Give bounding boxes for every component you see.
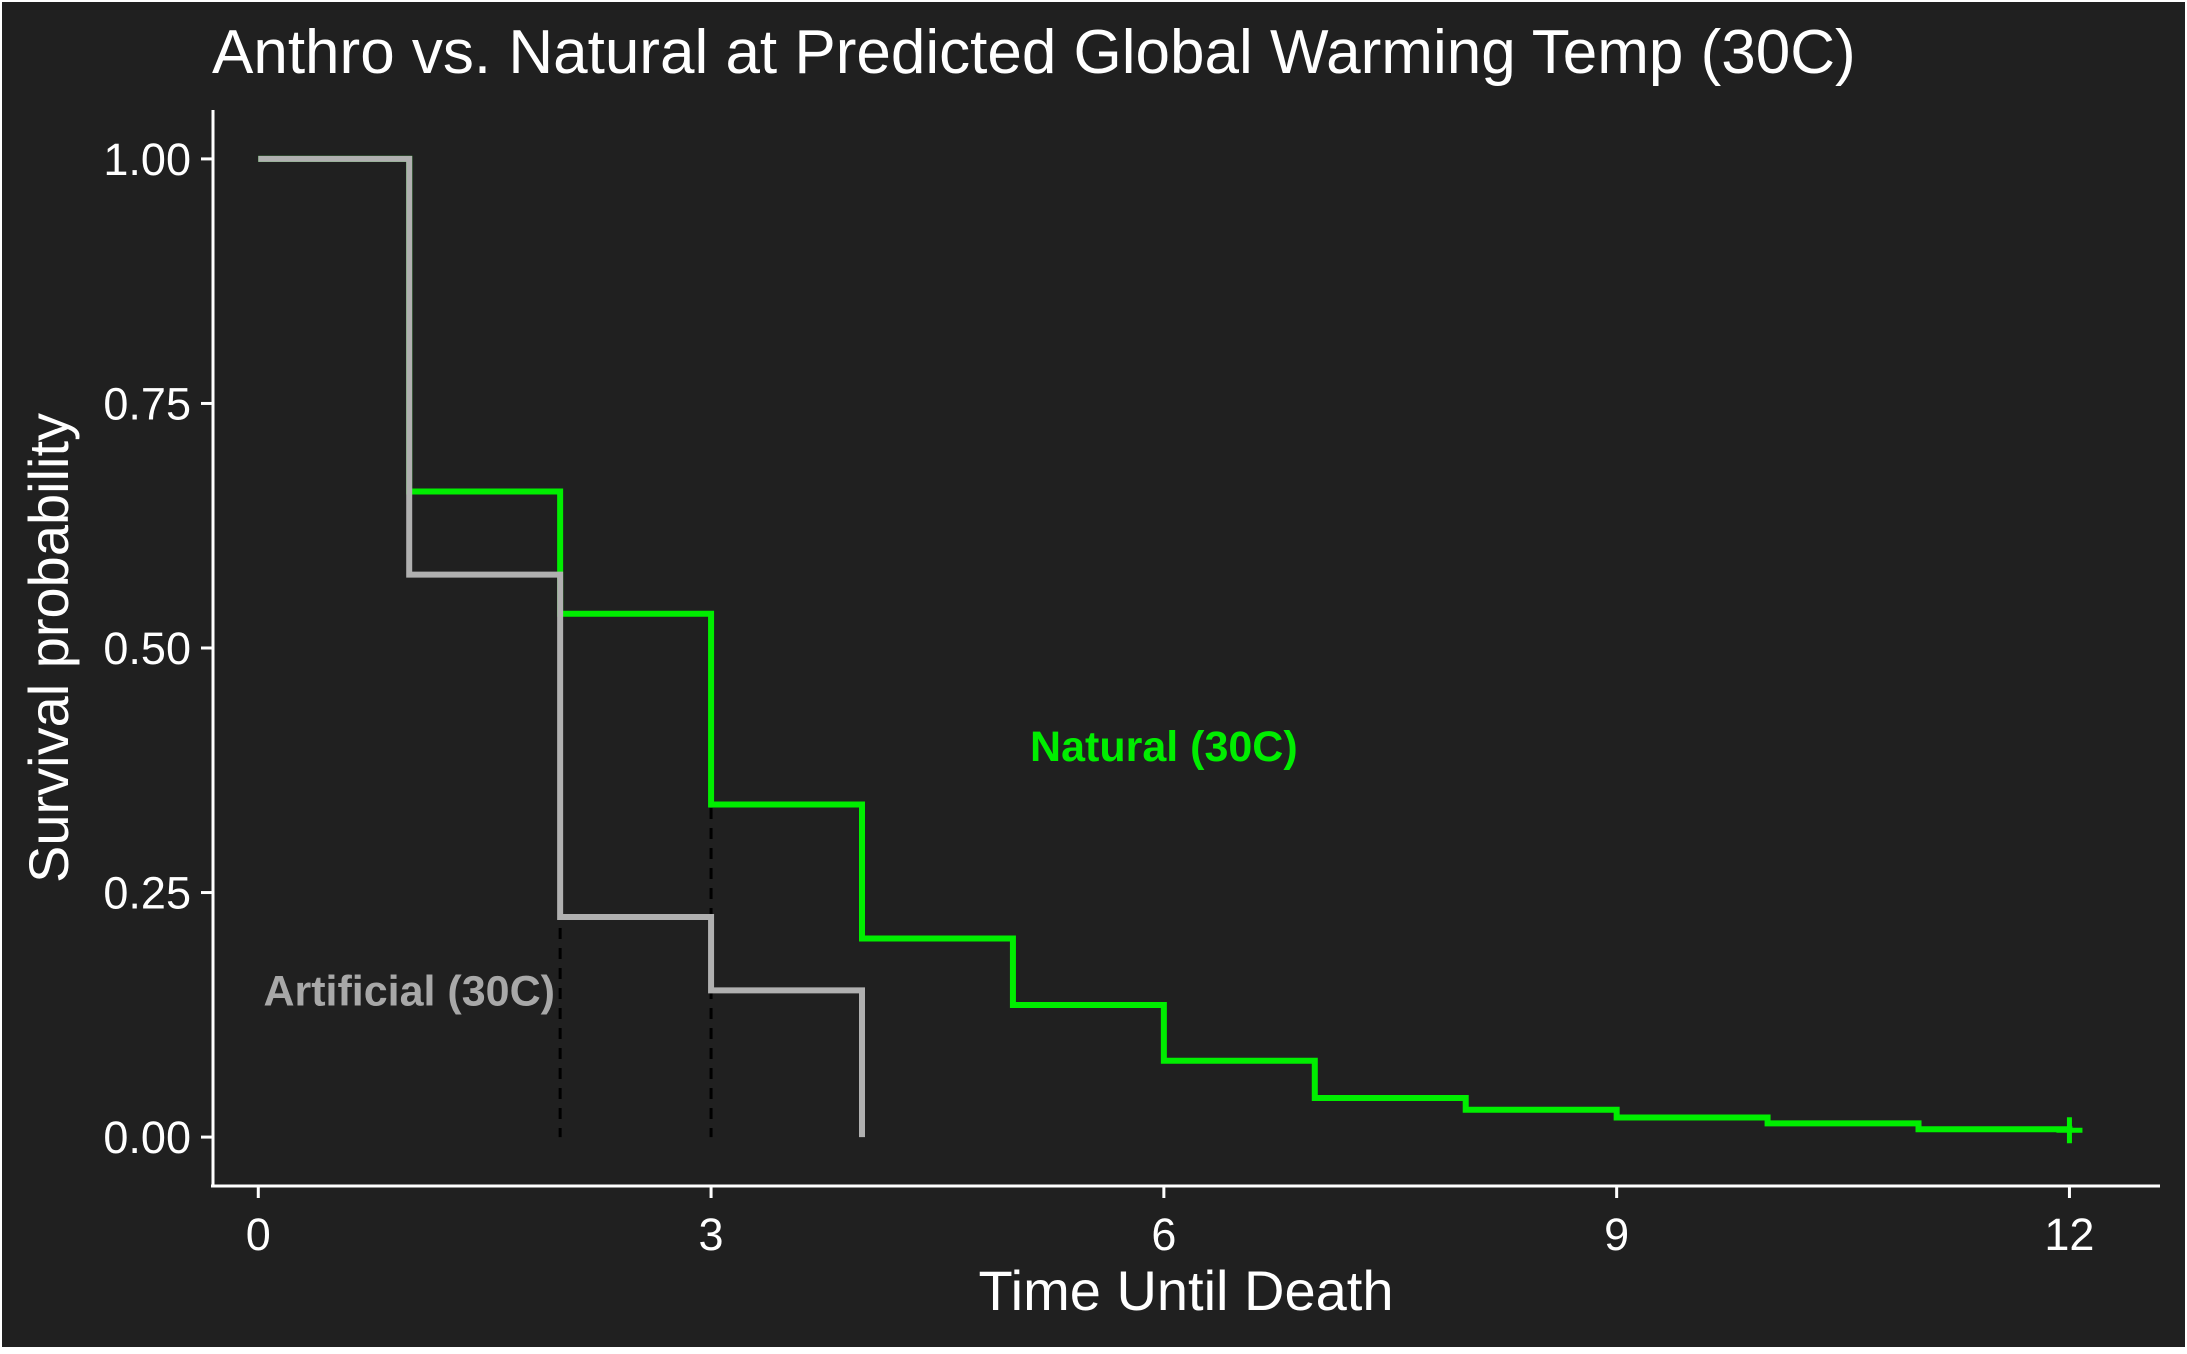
x-axis: 0 3 6 9 12	[211, 1184, 2160, 1260]
series-annotation: Artificial (30C)	[263, 967, 555, 1015]
series-annotation: Natural (30C)	[1030, 723, 1298, 771]
x-tick-label: 0	[246, 1209, 271, 1260]
y-axis-title: Survival probability	[17, 413, 80, 883]
y-tick-label: 0.00	[103, 1112, 191, 1163]
y-tick-label: 0.50	[103, 623, 191, 674]
series-line-artificial-30c	[258, 155, 865, 1138]
x-ticks: 0 3 6 9 12	[246, 1186, 2094, 1260]
x-axis-title: Time Until Death	[979, 1259, 1394, 1322]
censor-mark	[2056, 1117, 2083, 1144]
y-tick-label: 0.75	[103, 378, 191, 429]
y-tick-label: 1.00	[103, 134, 191, 185]
x-tick-label: 9	[1604, 1209, 1629, 1260]
series-layer	[258, 155, 2073, 1138]
y-axis: 0.00 0.25 0.50 0.75 1.00	[103, 110, 215, 1186]
chart-title: Anthro vs. Natural at Predicted Global W…	[212, 18, 1856, 87]
y-tick-label: 0.25	[103, 868, 191, 919]
x-tick-label: 3	[699, 1209, 724, 1260]
x-tick-label: 12	[2044, 1209, 2094, 1260]
annotations: Natural (30C) Artificial (30C)	[263, 723, 1297, 1016]
censor-marks	[2056, 1117, 2083, 1144]
x-tick-label: 6	[1151, 1209, 1176, 1260]
y-ticks: 0.00 0.25 0.50 0.75 1.00	[103, 134, 213, 1163]
